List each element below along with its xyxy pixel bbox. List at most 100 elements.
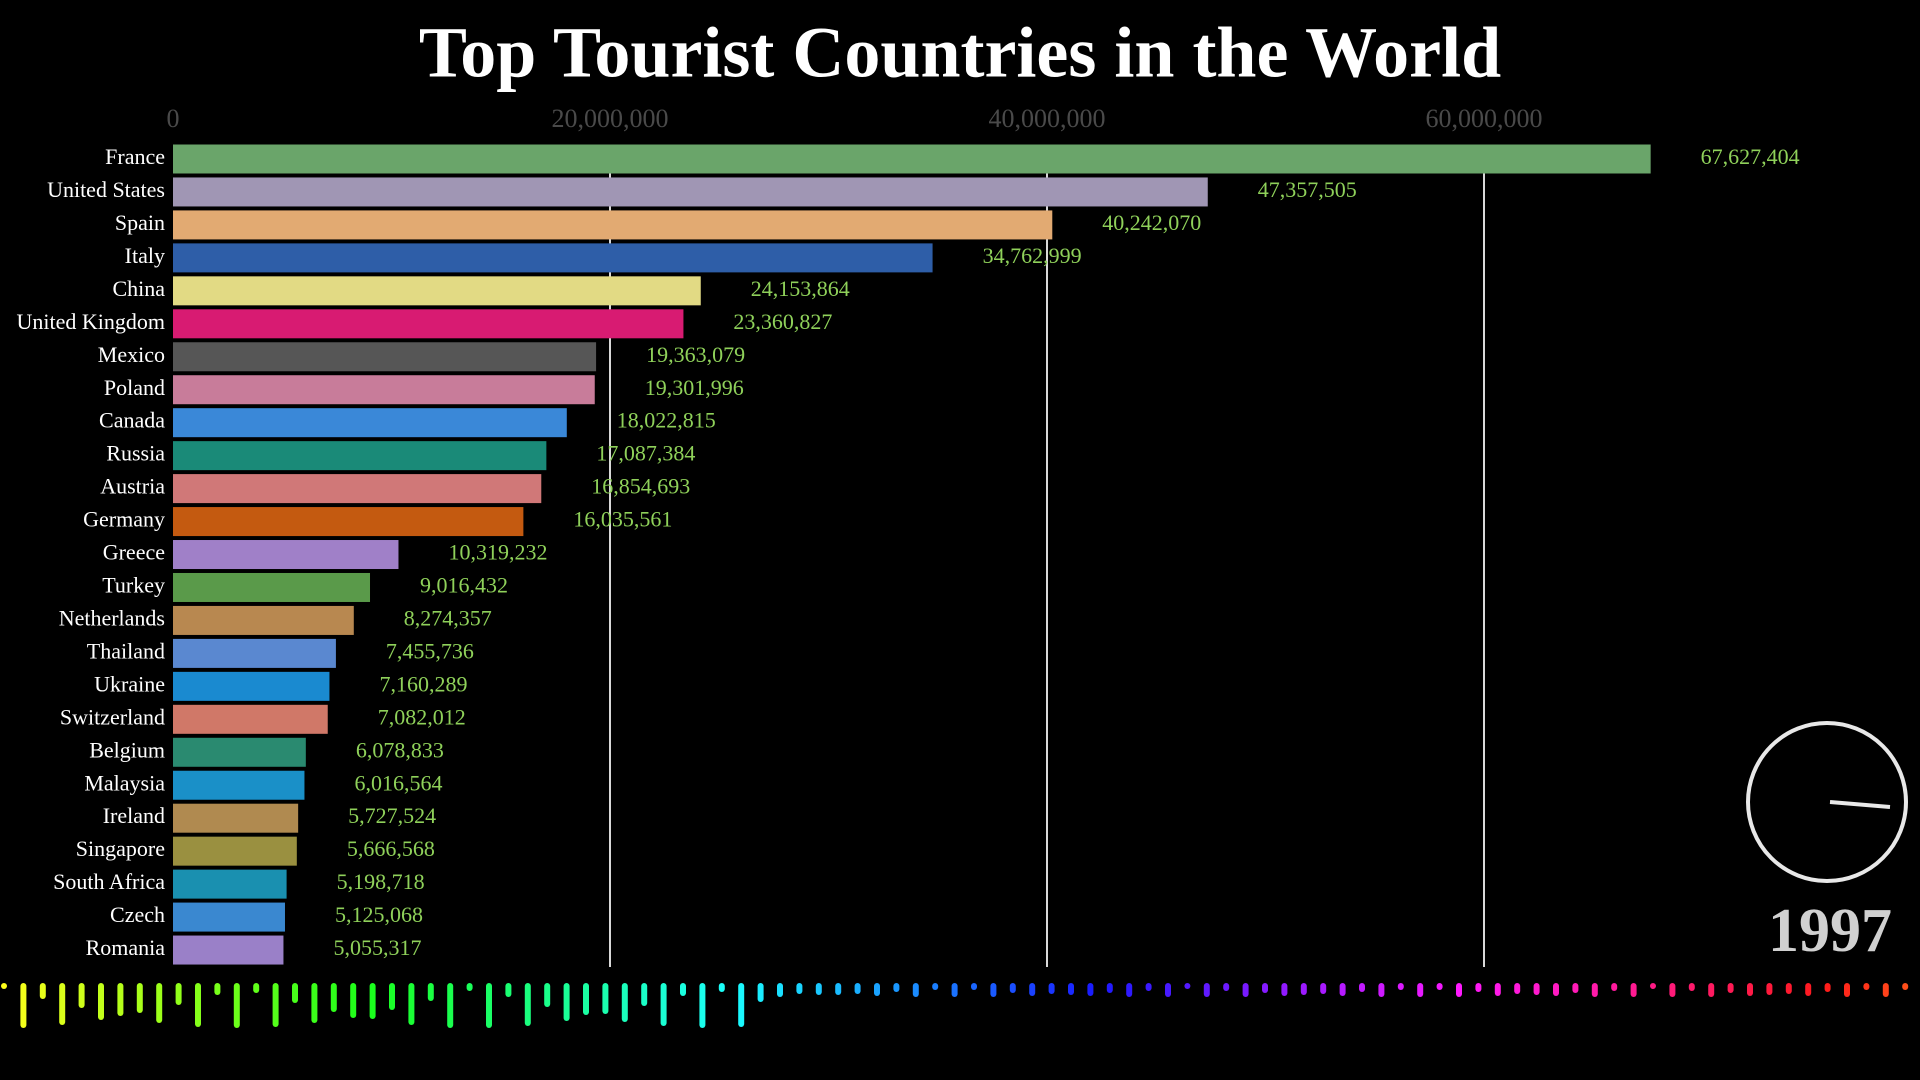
category-label: Singapore <box>76 836 165 861</box>
visualizer-bar <box>1591 983 1598 997</box>
bar <box>173 605 354 635</box>
visualizer-bar <box>253 983 260 993</box>
visualizer-bar <box>835 983 842 995</box>
value-label: 24,153,864 <box>751 276 850 301</box>
visualizer-bar <box>1126 983 1133 997</box>
value-label: 19,301,996 <box>645 375 744 400</box>
bar <box>173 638 336 668</box>
category-label: Czech <box>110 902 165 927</box>
category-label: Germany <box>83 507 165 532</box>
value-label: 7,082,012 <box>378 704 466 729</box>
category-label: South Africa <box>53 869 165 894</box>
visualizer-bar <box>1553 983 1559 996</box>
value-label: 5,125,068 <box>335 902 423 927</box>
visualizer-bar <box>757 983 764 1002</box>
visualizer-bar <box>680 983 686 996</box>
category-label: Thailand <box>87 638 165 663</box>
category-label: Ukraine <box>94 671 165 696</box>
visualizer-bar <box>486 983 492 1028</box>
bar <box>173 441 547 471</box>
bar <box>173 671 330 701</box>
bar <box>173 474 542 504</box>
visualizer-bar <box>1514 983 1521 994</box>
visualizer-bar <box>389 983 395 1010</box>
bar <box>173 869 287 899</box>
clock-face <box>1746 721 1908 883</box>
category-label: Canada <box>99 408 165 433</box>
value-label: 5,727,524 <box>348 803 436 828</box>
visualizer-bar <box>1456 983 1462 997</box>
category-label: Malaysia <box>84 770 165 795</box>
visualizer-bar <box>117 983 124 1016</box>
visualizer-bar <box>777 983 783 997</box>
visualizer-bar <box>1048 983 1055 994</box>
visualizer-bar <box>1359 983 1365 992</box>
category-label: Switzerland <box>60 704 165 729</box>
visualizer-bar <box>874 983 880 996</box>
visualizer-bar <box>1766 983 1773 995</box>
category-label: Russia <box>106 441 165 466</box>
bar <box>173 737 306 767</box>
value-label: 47,357,505 <box>1258 177 1357 202</box>
visualizer-bar <box>214 983 221 995</box>
bar <box>173 309 684 339</box>
visualizer-bar <box>1378 983 1385 997</box>
bar <box>173 276 701 306</box>
category-label: Belgium <box>89 737 165 762</box>
bar <box>173 836 297 866</box>
visualizer-bar <box>175 983 182 1005</box>
visualizer-bar <box>1009 983 1016 993</box>
category-label: Spain <box>115 210 165 235</box>
visualizer-bar <box>59 983 66 1025</box>
visualizer-bar <box>1494 983 1501 996</box>
visualizer-bar <box>1320 983 1327 994</box>
visualizer-bar <box>233 983 240 1028</box>
value-label: 9,016,432 <box>420 573 508 598</box>
visualizer-bar <box>505 983 512 997</box>
value-label: 7,455,736 <box>386 638 474 663</box>
visualizer-bar <box>971 983 977 990</box>
x-tick-label: 0 <box>167 104 180 133</box>
visualizer-bar <box>98 983 104 1020</box>
visualizer-bar <box>1184 983 1191 989</box>
visualizer-bar <box>1882 983 1889 997</box>
visualizer-bar <box>563 983 570 1021</box>
visualizer-bar <box>195 983 201 1027</box>
clock-hand <box>1829 800 1891 809</box>
visualizer-bar <box>369 983 376 1019</box>
visualizer-bar <box>660 983 667 1026</box>
value-label: 5,198,718 <box>337 869 425 894</box>
bar <box>173 902 285 932</box>
visualizer-bar <box>1106 983 1113 993</box>
visualizer-bar <box>1630 983 1637 997</box>
chart-title: Top Tourist Countries in the World <box>419 13 1501 93</box>
category-label: Greece <box>103 540 165 565</box>
visualizer-bar <box>912 983 919 997</box>
audio-visualizer <box>1 983 1909 1028</box>
bar <box>173 507 524 537</box>
visualizer-bar <box>272 983 279 1027</box>
value-label: 18,022,815 <box>617 408 716 433</box>
visualizer-bar <box>447 983 454 1028</box>
category-label: United Kingdom <box>17 309 166 334</box>
visualizer-bar <box>544 983 551 1007</box>
visualizer-bar <box>951 983 958 997</box>
visualizer-bar <box>78 983 85 1008</box>
visualizer-bar <box>1087 983 1094 996</box>
value-label: 34,762,999 <box>983 243 1082 268</box>
bar <box>173 935 284 965</box>
visualizer-bar <box>1844 983 1850 997</box>
visualizer-bar <box>854 983 861 994</box>
year-label: 1997 <box>1768 897 1892 965</box>
visualizer-bar <box>1863 983 1870 990</box>
visualizer-bar <box>1068 983 1074 995</box>
category-label: China <box>112 276 165 301</box>
visualizer-bar <box>1785 983 1792 994</box>
x-tick-label: 40,000,000 <box>989 104 1106 133</box>
visualizer-bar <box>1805 983 1812 996</box>
visualizer-bar <box>1417 983 1424 997</box>
visualizer-bar <box>466 983 473 991</box>
category-label: Turkey <box>102 573 165 598</box>
visualizer-bar <box>1 983 7 989</box>
category-label: France <box>105 144 165 169</box>
